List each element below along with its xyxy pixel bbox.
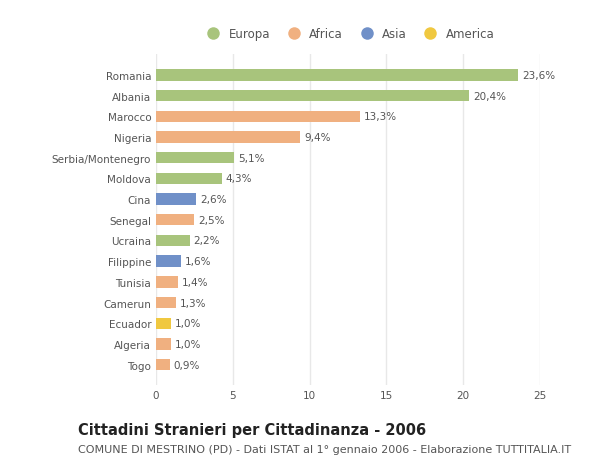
Text: 2,2%: 2,2% [194,236,220,246]
Bar [156,194,196,205]
Bar [156,91,469,102]
Text: COMUNE DI MESTRINO (PD) - Dati ISTAT al 1° gennaio 2006 - Elaborazione TUTTITALI: COMUNE DI MESTRINO (PD) - Dati ISTAT al … [78,444,571,454]
Text: 9,4%: 9,4% [304,133,331,143]
Text: 1,0%: 1,0% [175,319,202,329]
Bar [156,70,518,81]
Bar [156,174,222,185]
Text: 20,4%: 20,4% [473,91,506,101]
Legend: Europa, Africa, Asia, America: Europa, Africa, Asia, America [202,28,494,41]
Bar [156,256,181,267]
Text: 1,3%: 1,3% [180,298,206,308]
Text: Cittadini Stranieri per Cittadinanza - 2006: Cittadini Stranieri per Cittadinanza - 2… [78,422,426,437]
Bar [156,112,360,123]
Text: 1,6%: 1,6% [184,257,211,267]
Text: 2,6%: 2,6% [200,195,226,205]
Text: 2,5%: 2,5% [198,215,225,225]
Bar [156,132,301,143]
Bar [156,153,235,164]
Text: 4,3%: 4,3% [226,174,253,184]
Bar [156,235,190,246]
Bar [156,215,194,226]
Bar [156,318,172,329]
Bar [156,339,172,350]
Text: 5,1%: 5,1% [238,153,265,163]
Text: 1,0%: 1,0% [175,339,202,349]
Text: 0,9%: 0,9% [173,360,200,370]
Bar [156,297,176,308]
Bar [156,277,178,288]
Text: 1,4%: 1,4% [181,277,208,287]
Text: 13,3%: 13,3% [364,112,397,122]
Bar [156,359,170,370]
Text: 23,6%: 23,6% [523,71,556,81]
